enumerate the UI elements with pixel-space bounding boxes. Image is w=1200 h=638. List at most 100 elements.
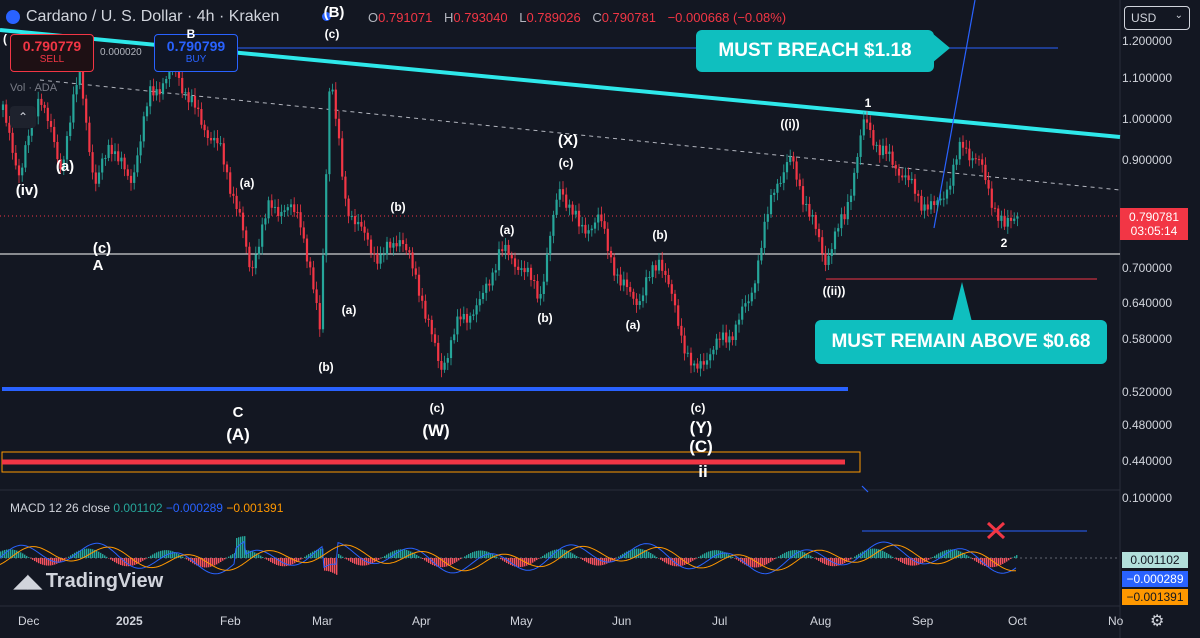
wave-label[interactable]: (A) xyxy=(226,425,250,444)
macd-hist-bar xyxy=(482,550,484,558)
candle-body xyxy=(261,224,264,247)
candle-body xyxy=(296,212,299,214)
macd-hist-bar xyxy=(472,552,474,558)
macd-hist-bar xyxy=(996,558,998,567)
macd-hist-bar xyxy=(914,558,916,566)
candle-body xyxy=(43,104,46,108)
macd-hist-bar xyxy=(956,550,958,558)
wave-label[interactable]: (c) xyxy=(92,240,112,257)
last-price-tag: 0.790781 03:05:14 xyxy=(1120,208,1188,240)
macd-hist-bar xyxy=(866,549,868,558)
macd-hist-bar xyxy=(930,558,932,559)
macd-hist-bar xyxy=(688,558,690,564)
macd-hist-bar xyxy=(28,557,30,558)
gear-icon[interactable]: ⚙ xyxy=(1150,613,1165,630)
candle-body xyxy=(792,156,795,162)
wave-label[interactable]: ( xyxy=(3,32,7,46)
candle-body xyxy=(5,104,8,123)
macd-hist-bar xyxy=(224,558,226,560)
wave-label[interactable]: (c) xyxy=(690,401,706,415)
wave-label[interactable]: ((i)) xyxy=(780,117,800,131)
macd-hist-bar xyxy=(384,555,386,558)
channel-midline[interactable] xyxy=(39,79,1121,191)
wave-label[interactable]: A xyxy=(92,257,104,274)
macd-hist-bar xyxy=(288,558,290,566)
sell-label: SELL xyxy=(39,54,65,65)
macd-hist-bar xyxy=(46,558,48,566)
macd-hist-bar xyxy=(700,555,702,558)
wave-label[interactable]: (a) xyxy=(239,176,255,190)
wave-label[interactable]: (X) xyxy=(558,132,578,149)
wave-label[interactable]: 2 xyxy=(1000,236,1008,250)
macd-hist-bar xyxy=(438,558,440,567)
macd-hist-bar xyxy=(420,557,422,559)
macd-hist-bar xyxy=(806,553,808,558)
candle-body xyxy=(923,204,926,211)
candle-body xyxy=(85,98,88,123)
wave-label[interactable]: ((ii)) xyxy=(822,284,846,298)
wave-label[interactable]: (a) xyxy=(625,318,641,332)
currency-select[interactable]: USD ⌄ xyxy=(1124,6,1190,30)
wave-label[interactable]: C xyxy=(232,404,244,421)
remain-callout[interactable]: MUST REMAIN ABOVE $0.68 xyxy=(815,320,1107,364)
wave-label[interactable]: 1 xyxy=(864,96,872,110)
low-key: L xyxy=(519,10,527,25)
wave-label[interactable]: (W) xyxy=(422,421,450,440)
wave-label[interactable]: (Y) xyxy=(689,418,713,437)
macd-legend[interactable]: MACD 12 26 close 0.001102 −0.000289 −0.0… xyxy=(10,501,283,515)
symbol-title[interactable]: Cardano / U. S. Dollar · 4h · Kraken xyxy=(26,8,280,25)
macd-hist-bar xyxy=(954,549,956,558)
candle-body xyxy=(190,95,193,103)
candle-body xyxy=(984,164,987,181)
wave-label[interactable]: (iv) xyxy=(15,182,39,199)
wave-label[interactable]: (a) xyxy=(341,303,357,317)
collapse-legend-button[interactable]: ⌃ xyxy=(10,106,36,128)
macd-hist-bar xyxy=(830,558,832,566)
wave-label[interactable]: (c) xyxy=(558,156,574,170)
macd-hist-bar xyxy=(720,550,722,558)
macd-hist-bar xyxy=(436,558,438,567)
wave-label[interactable]: B xyxy=(186,27,196,41)
wave-label[interactable]: (b) xyxy=(390,200,406,214)
macd-hist-bar xyxy=(756,558,758,568)
macd-hist-bar xyxy=(562,549,564,558)
projection-line[interactable] xyxy=(933,0,976,229)
wave-label[interactable]: (a) xyxy=(55,158,75,175)
macd-hist-bar xyxy=(126,558,128,567)
candle-body xyxy=(257,246,261,255)
wave-label[interactable]: (b) xyxy=(537,311,553,325)
macd-line-tag: −0.000289 xyxy=(1122,571,1188,587)
macd-hist-tag: 0.001102 xyxy=(1122,552,1188,568)
wave-label[interactable]: (c) xyxy=(429,401,445,415)
candle-body xyxy=(801,186,805,205)
wave-label[interactable]: (c) xyxy=(324,27,340,41)
macd-hist-bar xyxy=(812,557,814,558)
volume-legend[interactable]: Vol · ADA xyxy=(10,82,58,94)
macd-hist-bar xyxy=(782,553,784,558)
macd-hist-bar xyxy=(858,553,860,558)
macd-hist-bar xyxy=(790,550,792,558)
candle-body xyxy=(363,226,366,233)
macd-hist-bar xyxy=(202,558,204,568)
macd-hist-bar xyxy=(474,551,476,558)
macd-hist-bar xyxy=(160,550,162,558)
wave-label[interactable]: (a) xyxy=(499,223,515,237)
candle-body xyxy=(401,240,405,245)
macd-hist-bar xyxy=(176,553,178,558)
wave-label[interactable]: ii xyxy=(698,462,708,481)
candle-body xyxy=(91,152,94,173)
wave-label[interactable]: (B) xyxy=(323,4,345,21)
candle-body xyxy=(197,107,200,110)
macd-hist-bar xyxy=(272,558,274,564)
wave-label[interactable]: (b) xyxy=(318,360,334,374)
sell-button[interactable]: 0.790779 SELL xyxy=(10,34,94,72)
macd-hist-bar xyxy=(750,558,752,567)
buy-button[interactable]: 0.790799 BUY xyxy=(154,34,238,72)
macd-hist-bar xyxy=(470,552,472,558)
macd-hist-bar xyxy=(548,552,550,558)
wave-label[interactable]: (b) xyxy=(652,228,668,242)
breach-callout[interactable]: MUST BREACH $1.18 xyxy=(696,30,934,72)
wave-label[interactable]: (C) xyxy=(689,437,713,456)
macd-hist-bar xyxy=(898,558,900,561)
